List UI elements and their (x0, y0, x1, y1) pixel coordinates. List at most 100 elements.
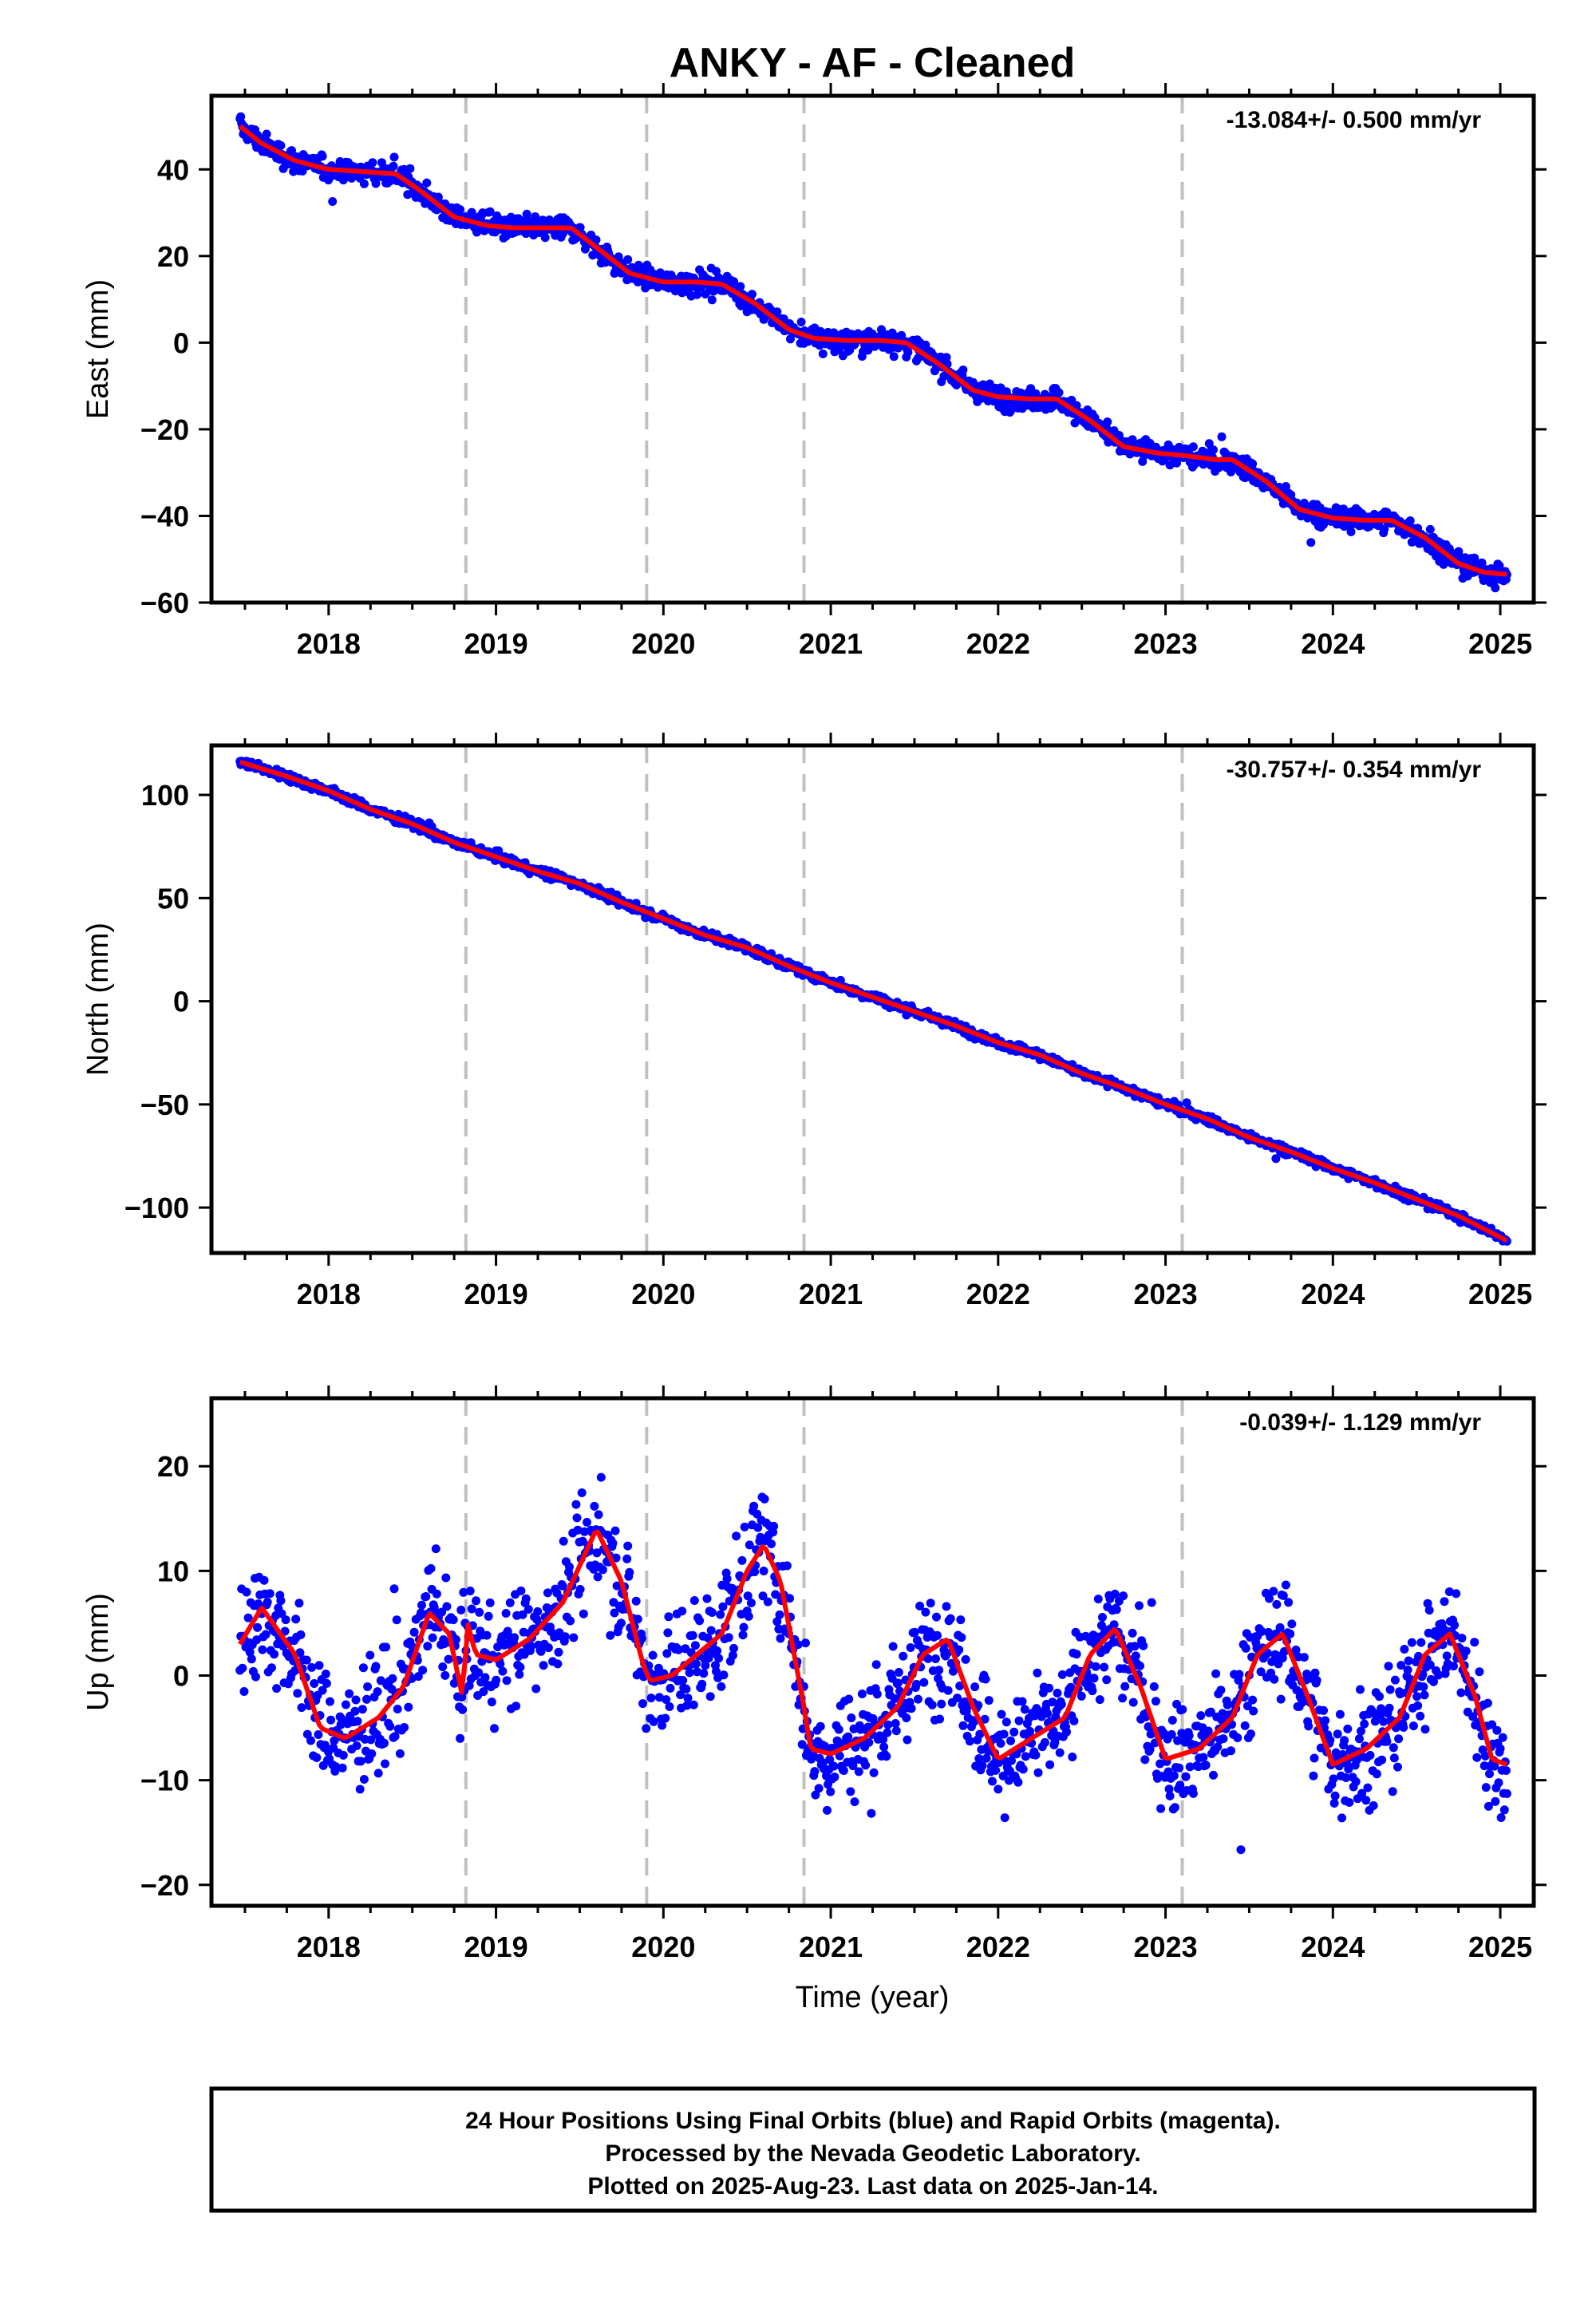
observation-point (776, 1634, 785, 1643)
observation-point (906, 1643, 915, 1652)
observation-point (1335, 1709, 1345, 1719)
observation-point (426, 1563, 436, 1573)
observation-point (1425, 1660, 1435, 1670)
observation-point (749, 1501, 759, 1511)
observation-point (910, 1627, 919, 1637)
x-tick-label: 2021 (799, 1278, 863, 1310)
observation-point (409, 1627, 419, 1637)
observation-point (451, 1634, 460, 1644)
observation-point (745, 1540, 754, 1550)
observation-point (1219, 1734, 1228, 1744)
observation-point (1241, 1643, 1250, 1653)
observation-point (1257, 1626, 1266, 1636)
observation-point (930, 1654, 940, 1663)
observation-point (663, 1628, 673, 1638)
observation-point (1053, 1689, 1062, 1697)
observation-point (362, 1694, 371, 1704)
observation-point (753, 1509, 762, 1519)
x-tick-label: 2024 (1301, 1931, 1365, 1963)
observation-point (251, 1672, 260, 1682)
observation-point (981, 1674, 990, 1684)
observation-point (662, 1649, 672, 1658)
observation-point (610, 1608, 619, 1618)
observation-point (1209, 1770, 1218, 1780)
observation-point (934, 1666, 944, 1675)
x-tick-label: 2023 (1134, 627, 1198, 660)
observation-point (1425, 524, 1435, 534)
observation-point (314, 1661, 324, 1670)
observation-point (1291, 1645, 1301, 1654)
observation-point (942, 1602, 951, 1611)
observation-point (915, 1601, 925, 1611)
observation-point (608, 1539, 618, 1548)
observation-point (771, 1590, 780, 1599)
observation-point (1286, 1629, 1295, 1638)
observation-point (864, 1737, 874, 1747)
x-tick-label: 2022 (966, 1278, 1030, 1310)
observation-point (442, 1602, 452, 1611)
observation-point (475, 1607, 484, 1617)
observation-point (879, 1742, 889, 1752)
observation-point (1196, 1711, 1206, 1721)
observation-point (1269, 1587, 1278, 1596)
observation-point (320, 1741, 330, 1750)
observation-point (1329, 1774, 1338, 1784)
observation-point (1188, 1788, 1198, 1798)
observation-point (512, 1701, 521, 1711)
observation-point (622, 1554, 632, 1563)
observation-point (1248, 1695, 1258, 1705)
observation-point (927, 1700, 937, 1709)
x-tick-label: 2022 (966, 1931, 1030, 1963)
observation-point (1031, 1750, 1041, 1760)
observation-point (903, 1735, 912, 1745)
observation-point (377, 158, 386, 168)
observation-point (358, 1705, 367, 1714)
observation-point (312, 1753, 322, 1762)
observation-point (829, 1761, 839, 1771)
observation-point (1249, 1706, 1258, 1716)
observation-point (1031, 389, 1041, 398)
observation-point (591, 235, 601, 245)
observation-point (693, 1667, 701, 1677)
observation-point (1173, 1736, 1183, 1745)
observation-point (1499, 1805, 1509, 1815)
observation-point (1312, 1676, 1321, 1685)
observation-point (543, 1643, 553, 1653)
observation-point (685, 1668, 694, 1678)
observation-point (510, 1633, 519, 1642)
observation-point (782, 1561, 792, 1571)
panel-up: 2018 2019 2020 2021 2022 2023 2024 2025−20−1001… (81, 1385, 1547, 1963)
observation-point (676, 1690, 685, 1700)
observation-point (322, 1678, 331, 1688)
observation-point (1139, 1641, 1148, 1650)
observation-points-east (235, 112, 1511, 593)
observation-point (661, 1713, 670, 1723)
observation-point (1236, 1845, 1246, 1855)
observation-point (1351, 1777, 1361, 1786)
observation-point (387, 1685, 397, 1694)
observation-point (502, 1676, 512, 1686)
observation-point (1276, 1694, 1286, 1704)
observation-point (1494, 1778, 1503, 1788)
observation-point (1375, 1692, 1384, 1701)
observation-point (796, 318, 806, 326)
observation-point (431, 1544, 440, 1554)
x-tick-label: 2019 (464, 627, 528, 660)
observation-point (1275, 1622, 1285, 1632)
observation-point (681, 1684, 691, 1694)
observation-point (1000, 1813, 1009, 1823)
observation-point (404, 1702, 413, 1712)
observation-point (444, 1654, 453, 1664)
observation-point (1418, 1670, 1428, 1679)
observation-point (238, 1663, 247, 1673)
observation-point (358, 1663, 368, 1673)
observation-point (1357, 1726, 1365, 1736)
observation-point (642, 1724, 651, 1733)
observation-point (277, 1609, 286, 1618)
observation-point (1388, 1787, 1397, 1796)
footer-box: 24 Hour Positions Using Final Orbits (bl… (209, 2086, 1537, 2213)
observation-point (575, 223, 585, 232)
observation-point (1420, 1725, 1430, 1734)
observation-point (879, 1735, 888, 1744)
observation-point (942, 353, 951, 362)
